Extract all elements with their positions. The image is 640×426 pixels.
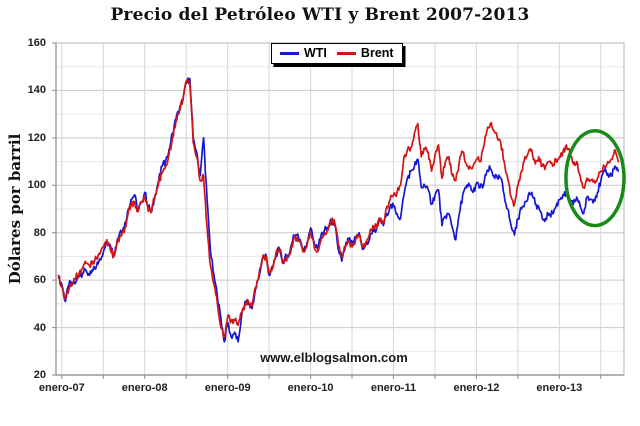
x-tick-label: enero-13 — [536, 382, 583, 394]
y-tick-label: 160 — [27, 37, 46, 49]
x-tick-label: enero-08 — [121, 382, 168, 394]
y-tick-label: 60 — [33, 274, 46, 287]
y-tick-label: 100 — [27, 179, 46, 192]
series-line-brent — [57, 78, 620, 339]
legend: WTI Brent — [271, 43, 403, 64]
y-tick-label: 140 — [27, 84, 46, 97]
wti-line-swatch — [280, 51, 299, 55]
x-tick-label: enero-12 — [453, 382, 500, 394]
wti-legend-label: WTI — [304, 46, 327, 60]
watermark-text: www.elblogsalmon.com — [260, 350, 408, 365]
y-tick-label: 20 — [33, 369, 46, 381]
x-tick-label: enero-07 — [38, 382, 85, 394]
y-axis-title: Dólares por barril — [6, 133, 24, 285]
x-tick-label: enero-11 — [370, 382, 417, 394]
y-tick-label: 80 — [33, 226, 46, 239]
chart-title: Precio del Petróleo WTI y Brent 2007-201… — [110, 5, 530, 25]
plot-area — [52, 42, 626, 379]
legend-item-wti: WTI — [280, 46, 327, 60]
legend-item-brent: Brent — [336, 46, 394, 60]
y-tick-label: 120 — [27, 131, 46, 144]
x-tick-label: enero-10 — [287, 382, 334, 394]
series-line-wti — [57, 77, 620, 343]
brent-line-swatch — [336, 51, 356, 55]
brent-legend-label: Brent — [360, 46, 394, 60]
y-tick-label: 40 — [33, 321, 46, 334]
x-tick-label: enero-09 — [204, 382, 251, 394]
highlight-ellipse — [564, 128, 626, 228]
